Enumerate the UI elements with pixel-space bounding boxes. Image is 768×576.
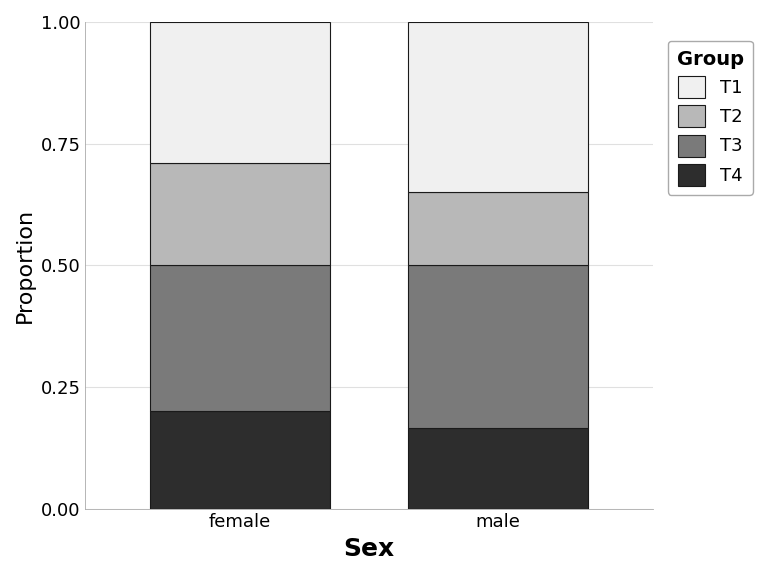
Bar bbox=[408, 429, 588, 509]
Bar bbox=[150, 411, 330, 509]
Y-axis label: Proportion: Proportion bbox=[15, 208, 35, 323]
Bar bbox=[150, 266, 330, 411]
Bar bbox=[408, 192, 588, 266]
Legend: T1, T2, T3, T4: T1, T2, T3, T4 bbox=[667, 41, 753, 195]
Bar bbox=[408, 22, 588, 192]
X-axis label: Sex: Sex bbox=[343, 537, 395, 561]
Bar bbox=[150, 22, 330, 163]
Bar bbox=[408, 266, 588, 429]
Bar bbox=[150, 163, 330, 266]
